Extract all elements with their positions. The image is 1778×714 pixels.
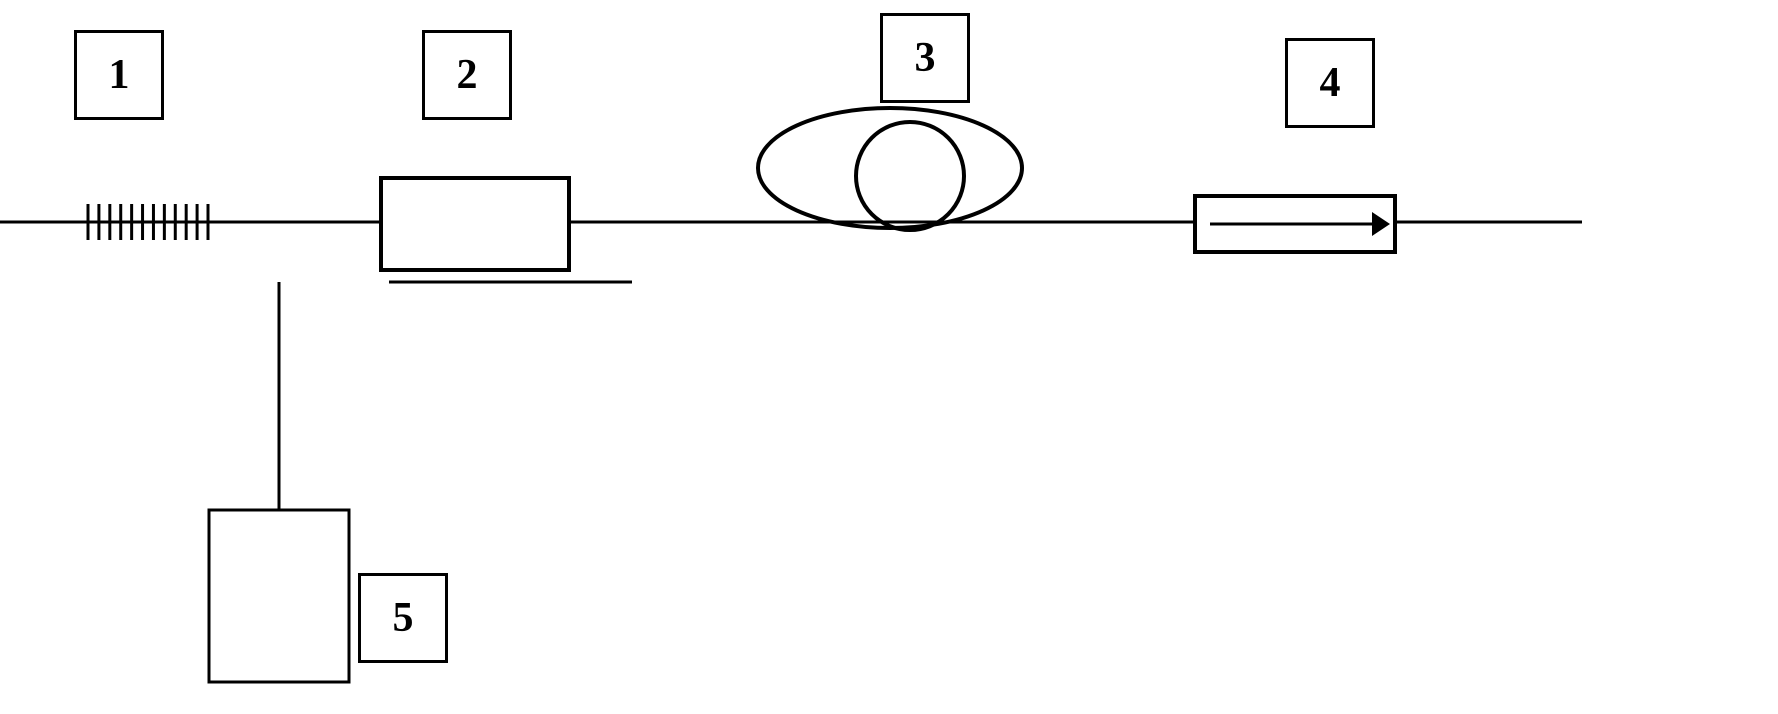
pump-box [209,510,349,682]
schematic-diagram [0,0,1778,714]
coupler-box [381,178,569,270]
label-box-1: 1 [74,30,164,120]
label-text: 2 [457,51,478,99]
label-text: 1 [109,51,130,99]
label-text: 5 [393,594,414,642]
label-box-3: 3 [880,13,970,103]
label-box-5: 5 [358,573,448,663]
label-text: 3 [915,34,936,82]
label-box-4: 4 [1285,38,1375,128]
fiber-coil-circle [856,122,964,230]
label-box-2: 2 [422,30,512,120]
label-text: 4 [1320,59,1341,107]
